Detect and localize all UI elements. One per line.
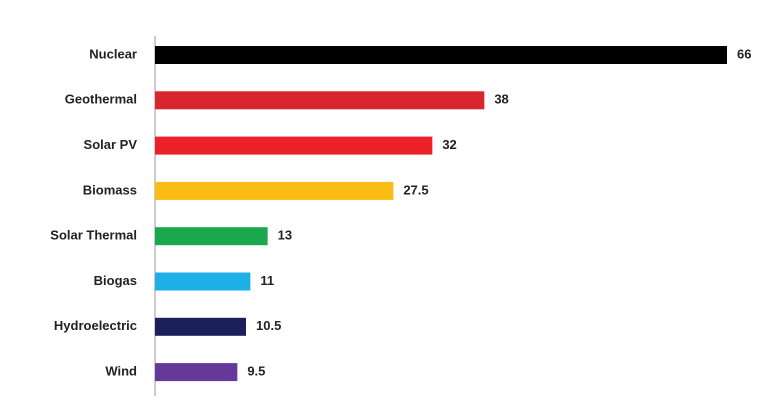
bar xyxy=(155,272,251,291)
category-label: Nuclear xyxy=(89,46,137,61)
bar xyxy=(155,91,485,110)
data-label: 38 xyxy=(494,92,508,107)
category-label: Wind xyxy=(105,364,137,379)
data-label: 9.5 xyxy=(247,364,265,379)
bar xyxy=(155,136,433,155)
data-label: 11 xyxy=(260,273,274,288)
category-label: Solar PV xyxy=(84,137,138,152)
bar xyxy=(155,317,246,336)
bar xyxy=(155,363,238,382)
data-label: 27.5 xyxy=(403,182,428,197)
data-label: 32 xyxy=(442,137,456,152)
category-label: Biomass xyxy=(83,182,137,197)
bar xyxy=(155,181,394,200)
bar xyxy=(155,46,727,64)
category-label: Hydroelectric xyxy=(54,318,137,333)
data-label: 13 xyxy=(278,228,292,243)
category-label: Solar Thermal xyxy=(50,228,137,243)
data-label: 10.5 xyxy=(256,318,281,333)
data-label: 66 xyxy=(737,46,751,61)
category-label: Biogas xyxy=(94,273,137,288)
category-label: Geothermal xyxy=(65,92,137,107)
bar xyxy=(155,227,268,246)
